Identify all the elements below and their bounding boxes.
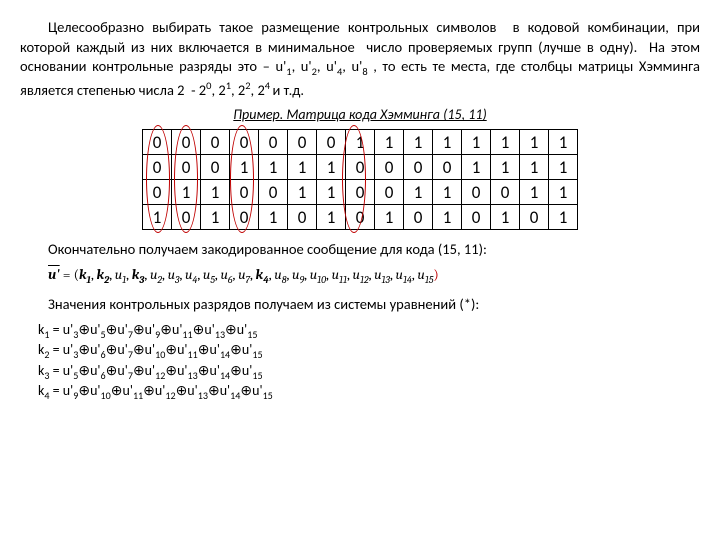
matrix-cell: 1 [317, 155, 346, 180]
equation-system: k1 = u'3⊕u'5⊕u'7⊕u'9⊕u'11⊕u'13⊕u'15k2 = … [38, 321, 700, 403]
matrix-cell: 1 [520, 180, 549, 205]
matrix-cell: 0 [462, 205, 491, 230]
matrix-cell: 1 [549, 130, 578, 155]
matrix-cell: 0 [288, 130, 317, 155]
matrix-cell: 1 [288, 155, 317, 180]
formula-close: ) [433, 266, 438, 283]
equation-line: k3 = u'5⊕u'6⊕u'7⊕u'12⊕u'13⊕u'14⊕u'15 [38, 362, 700, 382]
matrix-cell: 1 [462, 130, 491, 155]
matrix-cell: 0 [230, 180, 259, 205]
matrix-cell: 0 [172, 205, 201, 230]
matrix-cell: 1 [520, 155, 549, 180]
matrix-cell: 1 [549, 180, 578, 205]
matrix-cell: 0 [143, 155, 172, 180]
matrix-cell: 0 [230, 205, 259, 230]
matrix-cell: 1 [404, 130, 433, 155]
matrix-row: 000111100001111 [143, 155, 578, 180]
matrix-cell: 0 [259, 180, 288, 205]
matrix-cell: 0 [346, 155, 375, 180]
matrix-cell: 1 [346, 130, 375, 155]
matrix-cell: 0 [404, 155, 433, 180]
matrix-cell: 1 [317, 180, 346, 205]
matrix-cell: 0 [317, 130, 346, 155]
matrix-cell: 1 [433, 205, 462, 230]
matrix-cell: 1 [172, 180, 201, 205]
matrix-cell: 1 [433, 130, 462, 155]
matrix-cell: 1 [288, 180, 317, 205]
matrix-row: 000000011111111 [143, 130, 578, 155]
hamming-matrix: 0000000111111110001111000011110110011001… [142, 129, 578, 230]
equation-line: k2 = u'3⊕u'6⊕u'7⊕u'10⊕u'11⊕u'14⊕u'15 [38, 341, 700, 361]
matrix-cell: 1 [259, 205, 288, 230]
matrix-cell: 0 [491, 180, 520, 205]
matrix-cell: 1 [549, 205, 578, 230]
matrix-cell: 0 [346, 205, 375, 230]
matrix-cell: 0 [230, 130, 259, 155]
matrix-cell: 1 [433, 180, 462, 205]
matrix-cell: 0 [288, 205, 317, 230]
equation-line: k1 = u'3⊕u'5⊕u'7⊕u'9⊕u'11⊕u'13⊕u'15 [38, 321, 700, 341]
matrix-cell: 1 [201, 205, 230, 230]
matrix-cell: 1 [491, 130, 520, 155]
matrix-cell: 0 [346, 180, 375, 205]
matrix-cell: 0 [259, 130, 288, 155]
matrix-cell: 0 [375, 180, 404, 205]
matrix-cell: 1 [404, 180, 433, 205]
matrix-cell: 0 [172, 155, 201, 180]
matrix-cell: 0 [433, 155, 462, 180]
formula-eq: = [60, 266, 74, 283]
matrix-container: 0000000111111110001111000011110110011001… [20, 129, 700, 230]
matrix-cell: 0 [375, 155, 404, 180]
matrix-row: 011001100110011 [143, 180, 578, 205]
matrix-cell: 0 [462, 180, 491, 205]
matrix-cell: 0 [404, 205, 433, 230]
matrix-cell: 0 [520, 205, 549, 230]
matrix-cell: 1 [230, 155, 259, 180]
matrix-cell: 1 [201, 180, 230, 205]
formula-lhs: u' [48, 266, 60, 285]
matrix-cell: 0 [201, 130, 230, 155]
matrix-cell: 1 [520, 130, 549, 155]
matrix-cell: 1 [491, 155, 520, 180]
matrix-cell: 1 [375, 130, 404, 155]
matrix-cell: 1 [462, 155, 491, 180]
matrix-cell: 0 [143, 180, 172, 205]
equations-intro: Значения контрольных разрядов получаем и… [20, 295, 700, 315]
matrix-cell: 1 [143, 205, 172, 230]
matrix-cell: 1 [549, 155, 578, 180]
equation-line: k4 = u'9⊕u'10⊕u'11⊕u'12⊕u'13⊕u'14⊕u'15 [38, 382, 700, 402]
encoded-formula: u' = (k1, k2, u1, k3, u2, u3, u4, u5, u6… [48, 266, 700, 287]
matrix-cell: 0 [143, 130, 172, 155]
matrix-row: 101010101010101 [143, 205, 578, 230]
result-text: Окончательно получаем закодированное соо… [20, 240, 700, 260]
matrix-cell: 1 [491, 205, 520, 230]
matrix-cell: 0 [172, 130, 201, 155]
matrix-cell: 1 [259, 155, 288, 180]
matrix-caption: Пример. Матрица кода Хэмминга (15, 11) [20, 106, 700, 125]
matrix-cell: 1 [375, 205, 404, 230]
intro-paragraph: Целесообразно выбирать такое размещение … [20, 18, 700, 100]
matrix-cell: 1 [317, 205, 346, 230]
formula-terms: k1, k2, u1, k3, u2, u3, u4, u5, u6, u7, … [79, 266, 433, 283]
matrix-cell: 0 [201, 155, 230, 180]
